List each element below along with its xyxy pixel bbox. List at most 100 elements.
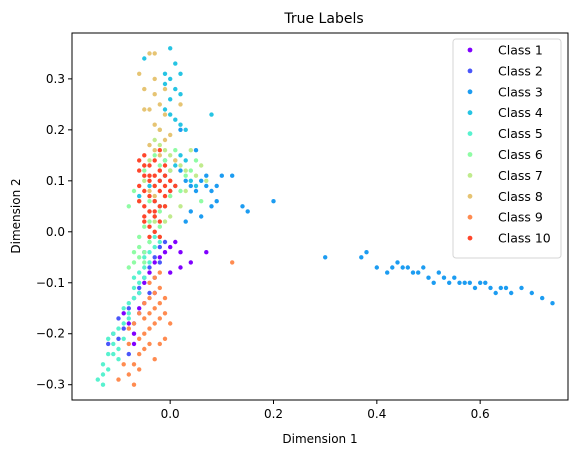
data-point xyxy=(199,199,204,204)
data-point xyxy=(173,86,178,92)
data-point xyxy=(152,199,157,204)
data-point xyxy=(111,351,116,357)
data-point xyxy=(173,148,178,153)
data-point xyxy=(168,132,173,138)
legend: Class 1 Class 2 Class 3 Class 4 Class 5 Class… xyxy=(452,38,562,259)
data-point xyxy=(116,336,121,341)
x-tick-label: 0.0 xyxy=(161,407,180,421)
data-point xyxy=(183,219,188,224)
data-point xyxy=(106,351,111,357)
data-point xyxy=(116,377,121,382)
data-point xyxy=(193,148,199,153)
data-point xyxy=(142,265,147,270)
data-point xyxy=(142,86,147,92)
data-point xyxy=(173,117,178,122)
data-point xyxy=(519,285,524,291)
data-point xyxy=(106,336,111,341)
data-point xyxy=(410,270,416,275)
data-point xyxy=(173,158,178,163)
data-point xyxy=(395,260,400,265)
data-point xyxy=(400,265,405,270)
data-point xyxy=(142,153,147,158)
data-point xyxy=(152,229,157,234)
data-point xyxy=(126,316,131,321)
data-point xyxy=(209,112,214,117)
data-point xyxy=(157,188,162,194)
data-point xyxy=(157,163,162,168)
legend-marker xyxy=(467,152,473,157)
data-point xyxy=(374,265,379,270)
data-point xyxy=(157,285,162,291)
data-point xyxy=(385,270,390,275)
data-point xyxy=(137,158,142,163)
data-point xyxy=(137,255,142,260)
data-point xyxy=(168,244,173,250)
data-point xyxy=(168,153,173,158)
data-point xyxy=(157,239,162,245)
legend-label: Class 5 xyxy=(498,126,543,141)
data-point xyxy=(529,290,534,296)
series-5 xyxy=(95,234,162,387)
data-point xyxy=(126,326,131,331)
data-point xyxy=(137,351,142,357)
legend-marker xyxy=(467,131,473,137)
data-point xyxy=(219,173,224,178)
data-point xyxy=(162,137,168,143)
data-point xyxy=(162,193,168,199)
data-point xyxy=(162,311,168,316)
legend-marker xyxy=(467,47,473,53)
data-point xyxy=(452,275,457,280)
data-point xyxy=(137,199,142,204)
data-point xyxy=(157,168,162,173)
data-point xyxy=(116,326,121,331)
data-point xyxy=(152,193,157,199)
data-point xyxy=(152,137,157,143)
data-point xyxy=(147,107,152,112)
data-point xyxy=(157,244,162,250)
data-point xyxy=(111,341,116,347)
data-point xyxy=(152,306,157,311)
data-point xyxy=(157,204,162,209)
data-point xyxy=(488,285,493,291)
legend-label: Class 2 xyxy=(498,63,543,78)
data-point xyxy=(142,331,147,336)
data-point xyxy=(142,250,147,255)
data-point xyxy=(162,204,168,209)
legend-label: Class 4 xyxy=(498,105,543,120)
data-point xyxy=(178,163,183,168)
legend-label: Class 3 xyxy=(498,84,543,99)
data-point xyxy=(441,275,447,280)
data-point xyxy=(131,285,137,291)
data-point xyxy=(116,357,121,362)
data-point xyxy=(137,244,142,250)
data-point xyxy=(168,321,173,326)
data-point xyxy=(142,301,147,306)
data-point xyxy=(271,199,276,204)
data-point xyxy=(178,153,183,158)
data-point xyxy=(152,290,157,296)
y-tick-label: 0.3 xyxy=(46,72,65,86)
data-point xyxy=(162,183,168,189)
data-point xyxy=(142,346,147,352)
data-point xyxy=(178,122,183,127)
legend-label: Class 7 xyxy=(498,168,543,183)
data-point xyxy=(467,280,472,285)
x-tick-label: 0.2 xyxy=(264,407,283,421)
data-point xyxy=(178,250,183,255)
data-point xyxy=(121,326,126,331)
series-3 xyxy=(162,127,555,306)
data-point xyxy=(152,255,157,260)
data-point xyxy=(152,214,157,219)
data-point xyxy=(204,183,209,189)
data-point xyxy=(183,158,188,163)
data-point xyxy=(131,250,137,255)
data-point xyxy=(106,367,111,372)
y-tick-label: −0.2 xyxy=(36,327,65,341)
data-point xyxy=(168,188,173,194)
data-point xyxy=(209,204,214,209)
data-point xyxy=(142,280,147,285)
data-point xyxy=(157,255,162,260)
data-point xyxy=(126,204,131,209)
data-point xyxy=(498,285,503,291)
